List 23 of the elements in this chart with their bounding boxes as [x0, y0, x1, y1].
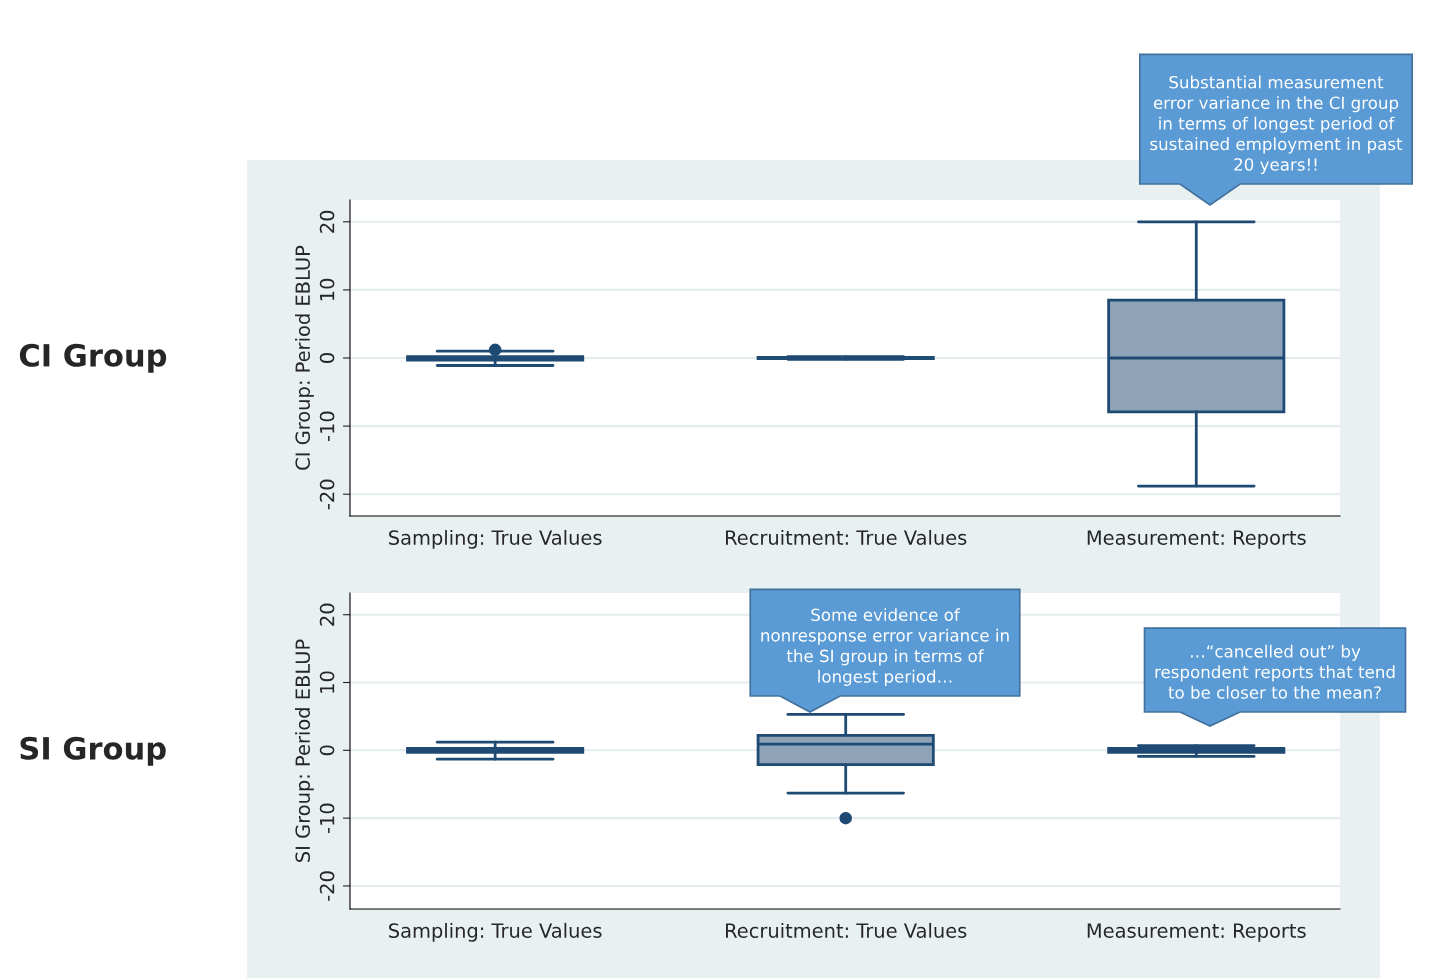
y-tick-label: 20	[319, 210, 335, 233]
y-tick-label: 10	[319, 671, 335, 693]
y-axis-title: SI Group: Period EBLUP	[295, 639, 314, 862]
y-tick-label: 20	[319, 603, 335, 626]
text: CI Group	[19, 343, 167, 373]
y-tick-label: 10	[319, 278, 335, 301]
text: SI Group	[20, 736, 166, 766]
y-tick-label: -10	[319, 411, 335, 442]
x-tick-label: Measurement: Reports	[1087, 923, 1306, 942]
annotation: …“cancelled out” by respondent reports that tend to be closer to the mean?	[1155, 644, 1395, 699]
x-tick-label: Sampling: True Values	[389, 529, 602, 549]
y-tick-label: -10	[319, 803, 335, 834]
y-tick-label: 0	[319, 353, 335, 363]
y-tick-label: 0	[319, 745, 335, 756]
text: Substantial measurement error variance in the CI group in terms of longest period of sustained employment in past 20 years!!	[1150, 75, 1403, 174]
y-axis-title: CI Group: Period EBLUP	[295, 245, 314, 470]
x-tick-label: Measurement: Reports	[1087, 530, 1306, 549]
x-tick-label: Sampling: True Values	[389, 922, 602, 942]
x-tick-label: Recruitment: True Values	[726, 529, 967, 545]
y-tick-label: -20	[319, 479, 335, 510]
annotation: Some evidence of nonresponse error variance in the SI group in terms of longest period…	[761, 608, 1009, 686]
y-tick-label: -20	[319, 871, 335, 901]
x-tick-label: Recruitment: True Values	[726, 922, 967, 938]
